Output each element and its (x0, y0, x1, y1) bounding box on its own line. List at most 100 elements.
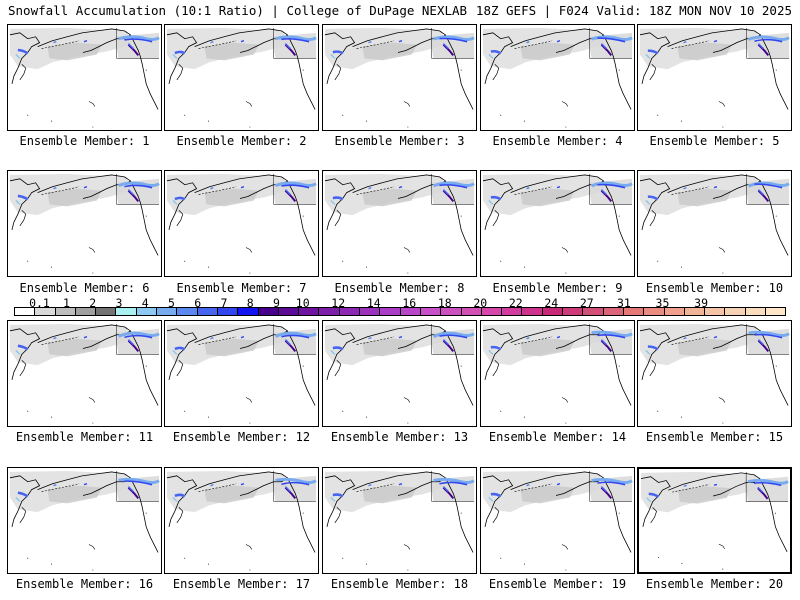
hawaii-islands (403, 101, 411, 107)
colorbar-tick-label: 3 (115, 296, 123, 310)
island-dot (657, 114, 659, 116)
snow-swath (172, 53, 178, 59)
colorbar-cell (461, 308, 482, 315)
light-snow-area (677, 188, 732, 207)
hawaii-islands (561, 101, 569, 107)
ensemble-member-label: Ensemble Member: 8 (334, 281, 465, 295)
ensemble-map-panel (322, 320, 477, 427)
coastline-na (130, 34, 159, 110)
island-dot (249, 126, 251, 128)
colorbar-tick-label: 12 (331, 296, 346, 310)
coastline-na (603, 477, 632, 553)
map-canvas (324, 27, 475, 128)
snow-swath (748, 35, 790, 41)
snow-swath (172, 496, 178, 502)
island-dot (342, 410, 344, 412)
ensemble-map-panel (7, 170, 162, 277)
coastline-alaska (194, 28, 289, 53)
colorbar-tick-label: 9 (273, 296, 280, 310)
colorbar-cell (157, 308, 178, 315)
snow-swath (597, 183, 626, 189)
coastline-aleutians (41, 186, 80, 195)
coastline-aleutians (41, 40, 80, 49)
coastline-alaska (352, 28, 447, 53)
snow-swath (442, 189, 449, 196)
coastline-aleutians (356, 336, 395, 345)
ensemble-member-label: Ensemble Member: 17 (172, 577, 311, 591)
colorbar-tick-label: 10 (295, 296, 310, 310)
snow-swath (53, 40, 57, 44)
colorbar-tick-label: 22 (508, 296, 523, 310)
island-dot (92, 272, 94, 274)
snow-swath (442, 43, 449, 50)
border-canada (746, 27, 790, 59)
colorbar-cell (400, 308, 421, 315)
coastline-aleutians (198, 186, 237, 195)
island-dot (500, 557, 502, 559)
island-dot (92, 422, 94, 424)
colorbar-cell (299, 308, 320, 315)
coastline-japan (19, 507, 27, 524)
snow-swath (210, 483, 214, 487)
map-canvas (166, 323, 317, 424)
map-canvas (482, 173, 633, 274)
island-dot (342, 557, 344, 559)
island-dot (365, 563, 367, 565)
coastline-aleutians (514, 186, 553, 195)
snow-swath (591, 330, 633, 337)
ensemble-map-panel (322, 170, 477, 277)
hawaii-islands (561, 544, 569, 550)
snow-swath (368, 336, 372, 340)
snow-swath (15, 349, 21, 355)
colorbar-tick-label: 0.1 (29, 296, 50, 310)
light-snow-area (362, 338, 417, 357)
island-dot (500, 410, 502, 412)
snow-swath (597, 334, 626, 339)
ensemble-map-panel (164, 170, 319, 277)
island-dot (145, 215, 147, 217)
coastline-asia (639, 328, 671, 380)
coastline-alaska (510, 28, 605, 53)
island-dot (207, 416, 209, 418)
ensemble-map-panel (637, 320, 792, 427)
ensemble-member-label: Ensemble Member: 2 (176, 134, 307, 148)
ensemble-member-label: Ensemble Member: 11 (15, 430, 154, 444)
coastline-japan (176, 507, 184, 524)
snow-swath (439, 334, 468, 339)
colorbar-cell (339, 308, 361, 315)
coastline-na (287, 330, 316, 406)
island-dot (365, 266, 367, 268)
coastline-japan (176, 64, 184, 81)
light-snow-area (520, 188, 575, 207)
snow-swath (683, 40, 687, 44)
snow-swath (330, 53, 336, 59)
colorbar-cell (96, 308, 117, 315)
hawaii-islands (88, 101, 96, 107)
border-canada (589, 27, 633, 59)
colorbar-cell (197, 308, 218, 315)
colorbar-cell (55, 308, 76, 315)
island-dot (27, 260, 29, 262)
ensemble-member-label: Ensemble Member: 10 (645, 281, 784, 295)
snow-swath (597, 37, 626, 43)
colorbar-tick-labels: 0.1 1 2 3 4 5 6 7 8 9 10 12 14 16 18 20 22 24 27 31 35 39 (14, 296, 786, 310)
colorbar-cell (136, 308, 158, 315)
ensemble-member-label: Ensemble Member: 9 (492, 281, 623, 295)
snow-swath (754, 183, 783, 189)
island-dot (407, 126, 409, 128)
coastline-asia (9, 475, 41, 527)
island-dot (27, 557, 29, 559)
ensemble-member-label: Ensemble Member: 15 (645, 430, 784, 444)
island-dot (302, 512, 304, 514)
snow-swath (240, 483, 245, 486)
snow-swath (432, 331, 475, 338)
colorbar-cell (664, 308, 685, 315)
island-dot (565, 126, 567, 128)
hawaii-islands (718, 247, 726, 253)
colorbar-cell (542, 308, 564, 315)
ensemble-member-label: Ensemble Member: 7 (176, 281, 307, 295)
coastline-na (130, 180, 159, 256)
snow-swath (490, 492, 502, 498)
island-dot (302, 365, 304, 367)
island-dot (722, 422, 724, 424)
